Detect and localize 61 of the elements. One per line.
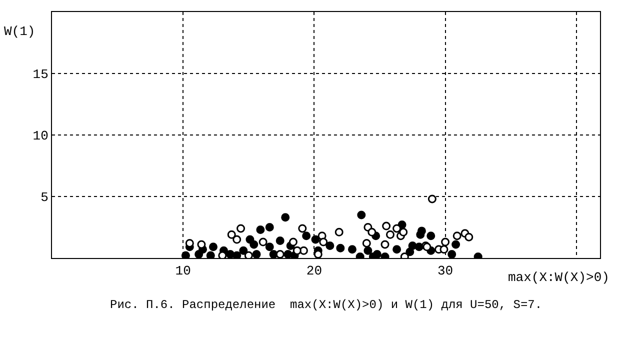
point [392,224,402,233]
point [256,225,265,234]
point [265,223,274,232]
point [239,246,248,255]
x-axis-title: max(X:W(X)>0) [508,270,610,285]
point [288,238,298,246]
x-tick-label: 20 [306,264,322,279]
point [252,250,261,258]
point [298,224,307,233]
point [440,245,448,254]
point [269,250,278,258]
point [399,228,408,236]
point [441,238,450,246]
point [362,238,371,248]
point [452,232,462,240]
point [428,194,436,204]
point [464,232,474,242]
y-tick-label: 15 [32,67,48,82]
point [336,244,345,252]
point [265,242,274,252]
point [448,250,456,258]
x-tick-label: 30 [437,264,454,279]
point [319,238,328,246]
point [258,238,268,246]
point [226,250,235,258]
point [364,246,372,255]
point [194,250,204,258]
point [302,232,311,240]
point [386,230,394,239]
point [426,232,436,240]
point [348,245,356,254]
point [206,251,215,258]
point [197,240,206,249]
point [392,245,402,254]
point [244,251,253,258]
point [334,228,344,236]
point [232,235,242,244]
point [368,228,376,236]
point [218,251,227,258]
y-tick-label: 5 [40,190,48,206]
point [232,251,242,258]
point [181,251,190,258]
point [236,224,246,233]
point [284,250,292,258]
point [311,235,320,244]
x-tick-label: 10 [175,264,191,279]
y-axis-title: W(1) [4,24,36,39]
point [209,242,218,252]
point [382,222,391,230]
text: Рис. П.6. Распределение max(X:W(X)>0) и W(1) для U=50, S=7. [110,298,542,312]
point [406,248,414,256]
point [281,213,290,222]
point [250,240,258,249]
point [380,240,390,249]
point [227,230,236,239]
point [326,241,334,250]
point [452,240,460,249]
y-tick-label: 10 [32,128,48,144]
point [276,236,284,246]
point [276,250,284,258]
point [357,210,366,220]
